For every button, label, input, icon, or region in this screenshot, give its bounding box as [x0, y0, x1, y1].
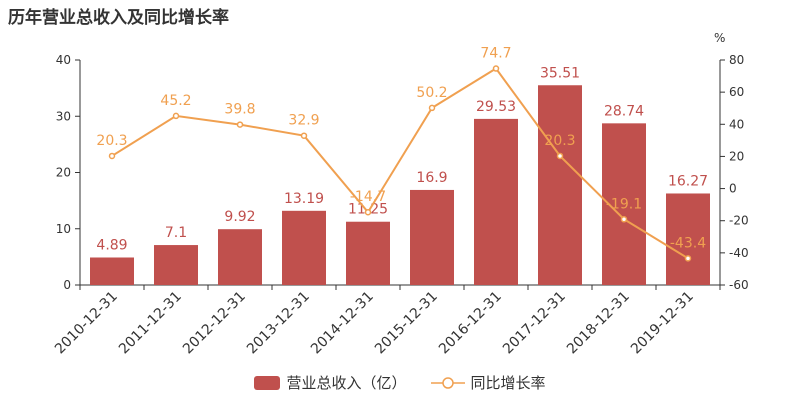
right-axis-tick-label: 20 — [729, 149, 744, 163]
growth-data-label: 74.7 — [480, 46, 511, 62]
right-axis-unit-label: % — [714, 31, 725, 45]
revenue-bar — [474, 118, 518, 285]
legend-bar-swatch — [254, 375, 281, 390]
revenue-data-label: 28.74 — [604, 103, 644, 119]
x-axis-category-label: 2013-12-31 — [244, 289, 313, 358]
x-axis-category-label: 2019-12-31 — [628, 289, 697, 358]
growth-line — [111, 67, 689, 260]
revenue-data-label: 4.89 — [96, 237, 127, 253]
left-axis-tick-label: 30 — [56, 109, 71, 123]
legend: 营业总收入（亿） 同比增长率 — [0, 372, 800, 393]
growth-data-label: 20.3 — [96, 133, 127, 149]
revenue-data-label: 9.92 — [224, 209, 255, 225]
growth-data-label: -14.7 — [350, 189, 386, 205]
growth-point — [108, 152, 116, 160]
growth-point — [556, 152, 564, 160]
revenue-data-label: 13.19 — [284, 191, 324, 207]
growth-data-label: 45.2 — [160, 93, 191, 109]
right-axis-tick-label: 80 — [729, 53, 744, 67]
revenue-data-label: 16.9 — [416, 170, 447, 186]
growth-point — [300, 132, 308, 139]
x-axis-category-label: 2016-12-31 — [436, 289, 505, 358]
revenue-data-label: 7.1 — [165, 225, 187, 241]
left-axis-tick-label: 0 — [63, 278, 71, 292]
right-axis-tick-label: 0 — [729, 182, 737, 196]
legend-label-growth: 同比增长率 — [470, 374, 546, 392]
growth-point — [492, 65, 500, 72]
right-axis-tick-label: 60 — [729, 85, 744, 99]
revenue-bar — [154, 245, 198, 285]
x-axis-category-label: 2010-12-31 — [52, 289, 121, 358]
growth-point — [236, 121, 244, 128]
legend-item-revenue[interactable]: 营业总收入（亿） — [254, 372, 407, 393]
chart-title: 历年营业总收入及同比增长率 — [8, 8, 229, 28]
revenue-bar — [218, 229, 262, 285]
right-axis-tick-label: -20 — [729, 214, 749, 228]
growth-data-label: 39.8 — [224, 102, 255, 118]
revenue-data-label: 16.27 — [668, 173, 708, 189]
growth-data-label: 50.2 — [416, 85, 447, 101]
growth-data-label: -19.1 — [606, 196, 642, 212]
right-axis-tick-label: -60 — [729, 278, 749, 292]
growth-point — [172, 112, 180, 120]
growth-data-label: 32.9 — [288, 113, 319, 129]
growth-data-label: 20.3 — [544, 133, 575, 149]
growth-point — [428, 104, 436, 112]
left-axis-tick-label: 20 — [56, 166, 71, 180]
growth-data-label: -43.4 — [670, 235, 706, 251]
x-axis-category-label: 2015-12-31 — [372, 289, 441, 358]
x-axis-category-label: 2014-12-31 — [308, 289, 377, 358]
right-axis-tick-label: -40 — [729, 246, 749, 260]
growth-point — [684, 255, 692, 262]
legend-line-swatch — [430, 376, 465, 389]
legend-label-revenue: 营业总收入（亿） — [286, 374, 407, 392]
revenue-bar — [538, 85, 582, 285]
revenue-bar — [410, 189, 454, 285]
x-axis-category-label: 2011-12-31 — [116, 289, 185, 358]
legend-line-marker — [441, 376, 454, 389]
revenue-bar — [346, 221, 390, 285]
x-axis-category-label: 2012-12-31 — [180, 289, 249, 358]
revenue-data-label: 35.51 — [540, 65, 580, 81]
revenue-data-label: 29.53 — [476, 99, 516, 115]
growth-point — [620, 216, 628, 223]
right-axis-tick-label: 40 — [729, 117, 744, 131]
left-axis-tick-label: 10 — [56, 222, 71, 236]
left-axis-tick-label: 40 — [56, 53, 71, 67]
x-axis-category-label: 2018-12-31 — [564, 289, 633, 358]
x-axis-category-label: 2017-12-31 — [500, 289, 569, 358]
revenue-bar — [282, 210, 326, 285]
legend-item-growth[interactable]: 同比增长率 — [430, 372, 546, 393]
revenue-bar — [90, 257, 134, 285]
growth-point — [364, 208, 372, 216]
revenue-bar — [666, 193, 710, 285]
